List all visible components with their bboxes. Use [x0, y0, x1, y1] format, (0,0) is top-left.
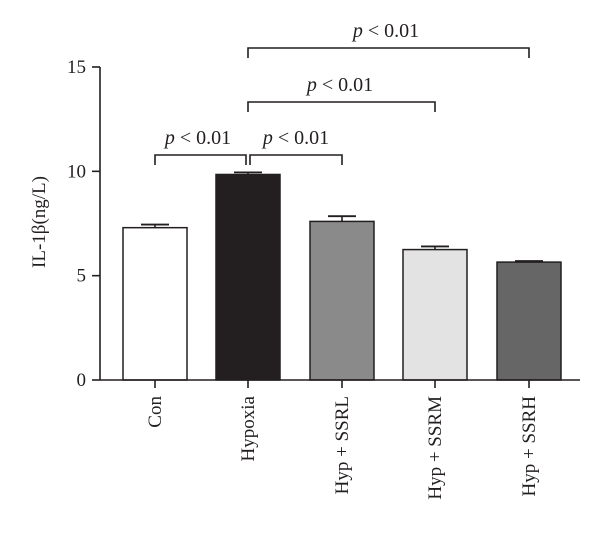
- y-tick-label-3: 15: [67, 57, 86, 78]
- bar-0: [122, 226, 188, 381]
- bar-1: [215, 173, 281, 381]
- axes-group: 0 5 10 15 Con Hypoxia Hyp + SSRL Hyp + SSRM Hyp …: [67, 57, 580, 500]
- significance-group: p < 0.01 p < 0.01 p < 0.01 p < 0.01: [154, 20, 530, 165]
- significance-bracket-1: p < 0.01: [249, 127, 343, 165]
- bracket-line-0: [154, 154, 247, 165]
- y-tick-label-2: 10: [67, 161, 86, 182]
- y-tick-label-1: 5: [77, 266, 87, 287]
- x-category-label-1: Hypoxia: [238, 395, 259, 461]
- bracket-line-1: [249, 154, 343, 165]
- bar-4: [496, 261, 562, 381]
- x-category-label-4: Hyp + SSRH: [519, 396, 540, 497]
- x-category-label-3: Hyp + SSRM: [425, 396, 446, 500]
- error-bars-group: [141, 171, 543, 263]
- significance-bracket-2: p < 0.01: [247, 74, 436, 112]
- y-axis-title: IL-1β(ng/L): [29, 176, 50, 268]
- y-tick-label-0: 0: [77, 370, 87, 391]
- significance-bracket-3: p < 0.01: [247, 20, 530, 58]
- bracket-line-3: [247, 47, 530, 58]
- bar-2: [309, 220, 375, 381]
- significance-label-1: p < 0.01: [261, 127, 329, 149]
- significance-label-3: p < 0.01: [351, 20, 419, 42]
- bar-3: [402, 248, 468, 381]
- x-category-label-0: Con: [145, 396, 166, 428]
- significance-label-2: p < 0.01: [305, 74, 373, 96]
- significance-label-0: p < 0.01: [163, 127, 231, 149]
- bars-group: [122, 173, 562, 381]
- significance-bracket-0: p < 0.01: [154, 127, 247, 165]
- x-category-label-2: Hyp + SSRL: [332, 396, 353, 494]
- bracket-line-2: [247, 101, 436, 112]
